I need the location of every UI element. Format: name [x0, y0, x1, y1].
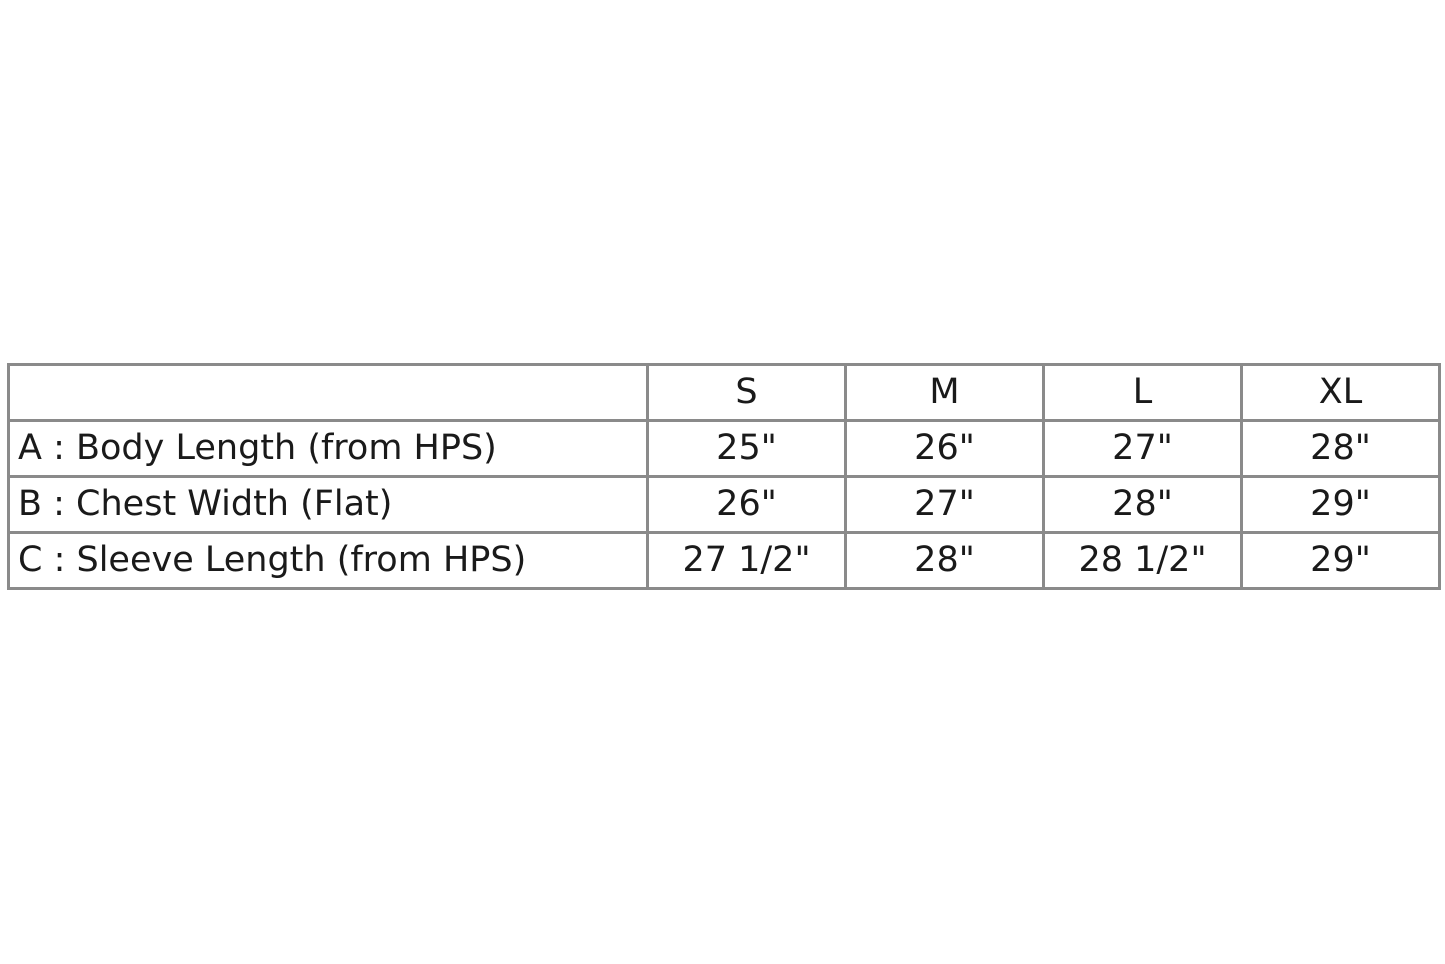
- header-cell-m: M: [844, 363, 1045, 422]
- table-cell: 29": [1240, 531, 1441, 590]
- row-label: B : Chest Width (Flat): [7, 475, 649, 534]
- size-chart-table: S M L XL A : Body Length (from HPS) 25" …: [7, 363, 1441, 590]
- table-cell: 27": [844, 475, 1045, 534]
- table-cell: 29": [1240, 475, 1441, 534]
- table-cell: 26": [646, 475, 847, 534]
- table-cell: 28": [844, 531, 1045, 590]
- table-cell: 28": [1240, 419, 1441, 478]
- row-label: C : Sleeve Length (from HPS): [7, 531, 649, 590]
- table-row: B : Chest Width (Flat) 26" 27" 28" 29": [7, 475, 1441, 534]
- table-row: C : Sleeve Length (from HPS) 27 1/2" 28"…: [7, 531, 1441, 590]
- row-label: A : Body Length (from HPS): [7, 419, 649, 478]
- table-cell: 27 1/2": [646, 531, 847, 590]
- header-cell-l: L: [1042, 363, 1243, 422]
- header-cell-xl: XL: [1240, 363, 1441, 422]
- table-cell: 27": [1042, 419, 1243, 478]
- table-cell: 28 1/2": [1042, 531, 1243, 590]
- table-row: A : Body Length (from HPS) 25" 26" 27" 2…: [7, 419, 1441, 478]
- header-row: S M L XL: [7, 363, 1441, 422]
- table-cell: 25": [646, 419, 847, 478]
- header-cell-empty: [7, 363, 649, 422]
- table-cell: 26": [844, 419, 1045, 478]
- header-cell-s: S: [646, 363, 847, 422]
- table-cell: 28": [1042, 475, 1243, 534]
